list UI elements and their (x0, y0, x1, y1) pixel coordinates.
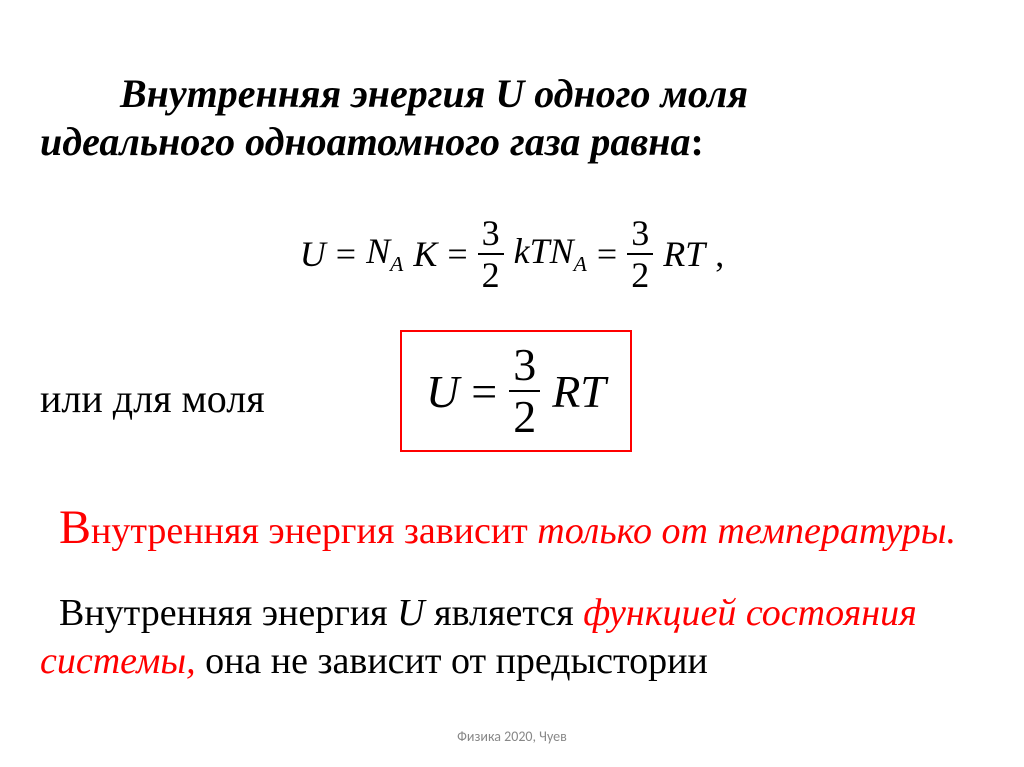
slide-page: Внутренняя энергия U одного моля идеальн… (0, 0, 1024, 767)
paragraph-state-function: Внутренняя энергия U является функцией с… (40, 590, 984, 685)
equation-2-box: U = 3 2 RT (400, 330, 632, 452)
eq2-equals: = (471, 365, 497, 418)
eq1-K: K (413, 233, 437, 275)
eq1-frac2: 3 2 (627, 215, 653, 293)
slide-footer: Физика 2020, Чуев (0, 728, 1024, 745)
eq2-frac-num: 3 (509, 342, 540, 390)
row-mole: или для моля U = 3 2 RT (40, 330, 984, 460)
para1-period: . (947, 510, 957, 552)
title-line2: идеального одноатомного газа равна (40, 119, 691, 164)
eq1-kT: kT (514, 231, 550, 271)
eq2-frac: 3 2 (509, 342, 540, 440)
eq1-comma: , (715, 233, 724, 275)
para2-U: U (397, 592, 424, 634)
para2-t2: является (425, 592, 584, 634)
eq1-U: U (300, 233, 326, 275)
row-mole-label: или для моля (40, 375, 265, 422)
para2-t1: Внутренняя энергия (59, 592, 397, 634)
equation-1: U = NA K = 3 2 kTNA = 3 2 RT, (0, 215, 1024, 293)
para1-cap: В (59, 501, 91, 554)
eq1-equals-2: = (447, 233, 467, 275)
paragraph-temperature: Внутренняя энергия зависит только от тем… (40, 500, 984, 555)
eq2-frac-den: 2 (509, 390, 540, 440)
title-line1: Внутренняя энергия U одного моля (120, 71, 748, 116)
eq1-kTNA: kTNA (514, 230, 587, 277)
eq1-N2: N (550, 231, 574, 271)
eq2-U: U (426, 365, 459, 418)
eq2-RT: RT (552, 365, 606, 418)
eq1-NA: NA (366, 230, 403, 277)
para1-tail: только от температуры (537, 510, 946, 552)
title-colon: : (691, 119, 704, 164)
eq1-frac1-den: 2 (478, 253, 504, 293)
eq1-frac2-num: 3 (627, 215, 653, 253)
eq1-frac1: 3 2 (478, 215, 504, 293)
page-title: Внутренняя энергия U одного моля идеальн… (40, 70, 984, 166)
eq1-N: N (366, 231, 390, 271)
eq1-frac2-den: 2 (627, 253, 653, 293)
eq1-A-sub: A (390, 253, 403, 277)
para1-red: нутренняя энергия зависит (91, 510, 537, 552)
eq1-RT: RT (663, 233, 705, 275)
eq1-A2-sub: A (574, 253, 587, 277)
eq1-equals-1: = (336, 233, 356, 275)
eq1-frac1-num: 3 (478, 215, 504, 253)
eq1-equals-3: = (597, 233, 617, 275)
para2-t3: она не зависит от предыстории (196, 640, 708, 682)
